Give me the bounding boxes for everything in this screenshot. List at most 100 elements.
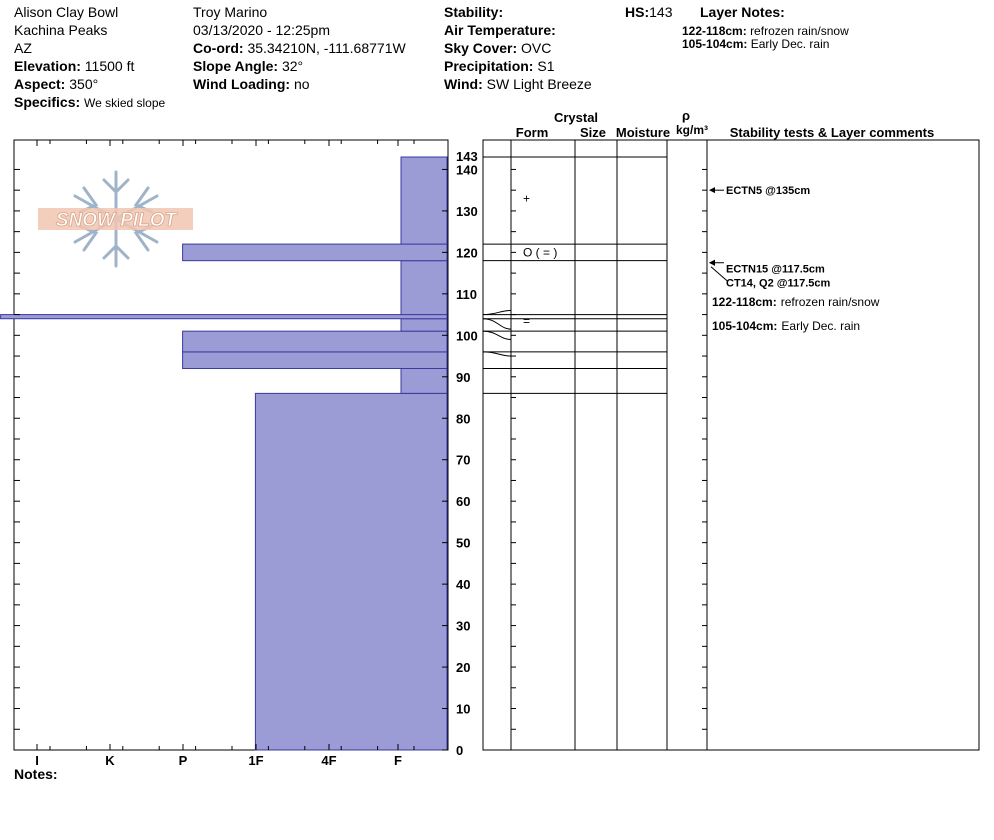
hardness-tick-label: F (394, 753, 402, 768)
air-temperature-label: Air Temperature: (444, 22, 556, 38)
sky-cover-label: Sky Cover: (444, 40, 518, 56)
wind-value: SW Light Breeze (486, 76, 592, 92)
layer-note: 122-118cm: refrozen rain/snow (682, 24, 849, 38)
size-header: Size (580, 125, 606, 140)
layer-note-range: 122-118cm: (682, 24, 747, 38)
layer-comment: 105-104cm: Early Dec. rain (712, 319, 860, 333)
layer-note-text: Early Dec. rain (750, 37, 830, 51)
arrow-head-icon (709, 187, 715, 194)
depth-tick-label: 10 (456, 702, 470, 717)
depth-tick-label: 100 (456, 328, 478, 343)
depth-tick-label: 40 (456, 577, 470, 592)
grain-form-symbol: O ( = ) (523, 245, 557, 259)
sky-cover-value: OVC (521, 40, 552, 56)
depth-tick-label: 130 (456, 204, 478, 219)
layer-connector (482, 330, 512, 340)
layer-connector (482, 351, 512, 357)
slope-angle-field: Slope Angle: 32° (193, 57, 303, 75)
wind-loading-value: no (293, 76, 310, 92)
observation-datetime: 03/13/2020 - 12:25pm (193, 22, 330, 38)
hardness-tick-label: 4F (321, 753, 336, 768)
stability-test-label: ECTN5 @135cm (726, 185, 810, 197)
precipitation-label: Precipitation: (444, 58, 534, 74)
stability-test-label: ECTN15 @117.5cm (726, 264, 825, 276)
hardness-tick-label: I (35, 753, 39, 768)
aspect-label: Aspect: (14, 76, 66, 92)
arrow-head-icon (709, 259, 715, 266)
notes-label: Notes: (14, 766, 58, 782)
depth-tick-label: 70 (456, 453, 470, 468)
grain-form-symbol: = (523, 314, 530, 328)
layer-notes-title: Layer Notes: (700, 4, 785, 20)
layer-table-frame (482, 139, 980, 751)
density-unit: kg/m³ (676, 123, 708, 137)
depth-tick-label: 0 (456, 743, 463, 758)
specifics-label: Specifics: (14, 94, 81, 110)
precipitation-value: S1 (537, 58, 555, 74)
snow-height-label: HS: (625, 4, 650, 20)
location-name: Alison Clay Bowl (14, 4, 119, 20)
stability-test-arrow (710, 266, 728, 282)
wind-loading-label: Wind Loading: (193, 76, 291, 92)
crystal-header: Crystal (554, 110, 598, 125)
logo-text: SNOW PILOT (56, 210, 178, 231)
air-temperature-field: Air Temperature: (444, 21, 556, 39)
depth-tick-label: 90 (456, 370, 470, 385)
coordinates-value: 35.34210N, -111.68771W (247, 40, 406, 56)
specifics-field: Specifics: We skied slope (14, 93, 165, 112)
wind-label: Wind: (444, 76, 483, 92)
wind-field: Wind: SW Light Breeze (444, 75, 592, 93)
observer-name: Troy Marino (193, 4, 268, 20)
wind-loading-field: Wind Loading: no (193, 75, 310, 93)
depth-tick-label: 80 (456, 411, 470, 426)
layer-connector (482, 309, 512, 316)
aspect-field: Aspect: 350° (14, 75, 98, 93)
layer-note-range: 105-104cm: (682, 37, 748, 51)
depth-tick-label: 140 (456, 162, 478, 177)
layer-connector (482, 318, 512, 330)
hardness-bar (400, 260, 448, 316)
hardness-bar (254, 392, 448, 751)
slope-angle-value: 32° (281, 58, 304, 74)
depth-tick-label: 60 (456, 494, 470, 509)
stability-label: Stability: (444, 4, 504, 20)
hardness-graph-frame (13, 139, 449, 751)
hardness-tick-label: 1F (248, 753, 263, 768)
snow-height-value: 143 (649, 4, 673, 20)
layer-note-text: refrozen rain/snow (750, 24, 849, 38)
hardness-tick-label: K (105, 753, 115, 768)
hardness-bar (0, 314, 448, 320)
hardness-tick-label: P (179, 753, 188, 768)
depth-tick-label: 30 (456, 619, 470, 634)
hardness-bar (182, 330, 448, 353)
elevation-field: Elevation: 11500 ft (14, 57, 134, 75)
state-name: AZ (14, 40, 32, 56)
layer-note: 105-104cm: Early Dec. rain (682, 37, 829, 51)
stability-field: Stability: (444, 3, 503, 21)
depth-tick-label: 110 (456, 287, 477, 302)
density-symbol: ρ (682, 108, 690, 123)
grain-form-symbol: + (523, 191, 530, 205)
form-header: Form (516, 125, 549, 140)
snow-height-tick-label: 143 (456, 149, 478, 164)
specifics-value: We skied slope (84, 96, 166, 110)
aspect-value: 350° (69, 76, 99, 92)
depth-tick-label: 20 (456, 660, 470, 675)
stability-test-label: CT14, Q2 @117.5cm (726, 278, 831, 290)
hardness-bar (400, 156, 448, 245)
snow-height-field: HS:143 (625, 3, 672, 21)
hardness-bar (400, 367, 448, 394)
elevation-label: Elevation: (14, 58, 81, 74)
snowpilot-logo: SNOW PILOT (38, 170, 193, 268)
moisture-header: Moisture (616, 125, 670, 140)
stability-tests-header: Stability tests & Layer comments (730, 125, 934, 140)
coordinates-label: Co-ord: (193, 40, 244, 56)
hardness-bar (400, 318, 448, 332)
sky-cover-field: Sky Cover: OVC (444, 39, 551, 57)
layer-comment: 122-118cm: refrozen rain/snow (712, 295, 880, 309)
depth-tick-label: 50 (456, 536, 470, 551)
depth-tick-label: 120 (456, 245, 478, 260)
slope-angle-label: Slope Angle: (193, 58, 279, 74)
